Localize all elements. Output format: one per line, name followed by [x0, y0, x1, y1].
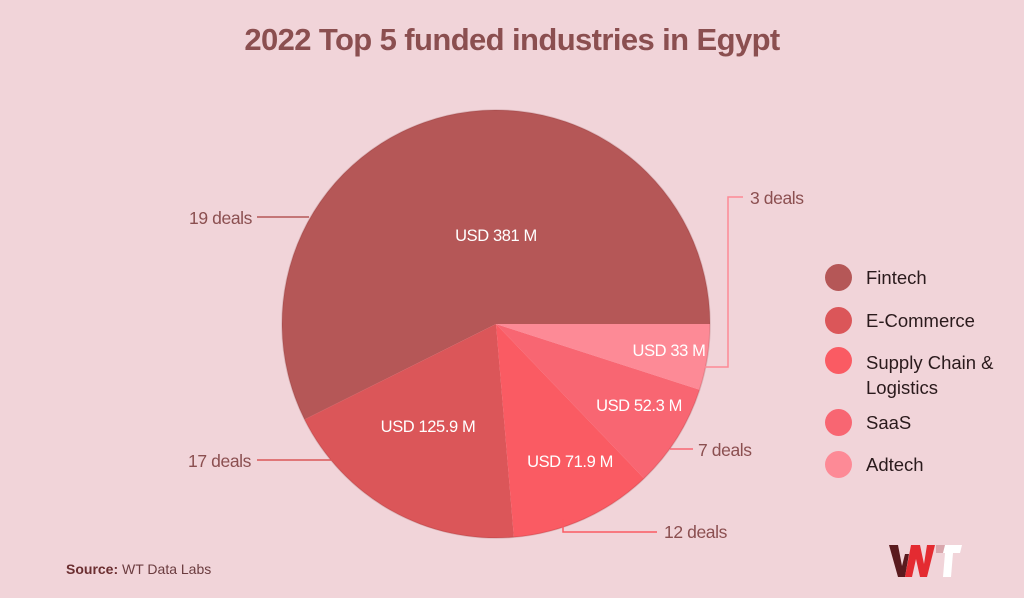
- deals-label-saas: 7 deals: [698, 440, 752, 460]
- legend-dot-icon: [825, 451, 852, 478]
- slice-value-ecommerce: USD 125.9 M: [381, 418, 476, 436]
- deals-label-ecommerce: 17 deals: [188, 451, 252, 471]
- legend-label: Fintech: [866, 267, 927, 288]
- pie-outline: [281, 109, 711, 539]
- slice-value-adtech: USD 33 M: [633, 342, 706, 360]
- pie-slice-adtech[interactable]: [496, 324, 710, 390]
- legend-dot-icon: [825, 307, 852, 334]
- source-value: WT Data Labs: [122, 561, 212, 577]
- deals-label-adtech: 3 deals: [750, 188, 804, 208]
- wt-logo-icon: [889, 545, 962, 577]
- legend-label: Adtech: [866, 454, 924, 475]
- pie-slice-fintech[interactable]: [282, 109, 710, 420]
- leader-line-supply-chain: [562, 519, 657, 533]
- legend-label: Supply Chain & Logistics: [866, 352, 994, 398]
- deals-label-supply-chain: 12 deals: [664, 522, 728, 542]
- chart-title: 2022 Top 5 funded industries in Egypt: [244, 22, 780, 57]
- legend-dot-icon: [825, 409, 852, 436]
- pie-slice-ecommerce[interactable]: [304, 324, 514, 539]
- slice-value-saas: USD 52.3 M: [596, 397, 682, 415]
- legend-label: SaaS: [866, 412, 912, 433]
- pie-slice-saas[interactable]: [496, 324, 700, 479]
- legend-label: E-Commerce: [866, 310, 975, 331]
- slice-value-fintech: USD 381 M: [455, 227, 537, 245]
- pie-slice-supply-chain[interactable]: [496, 324, 645, 538]
- deals-label-fintech: 19 deals: [189, 208, 253, 228]
- source-note: Source: WT Data Labs: [66, 561, 211, 577]
- legend-dot-icon: [825, 264, 852, 291]
- leader-line-adtech: [705, 196, 743, 368]
- source-label: Source:: [66, 561, 119, 577]
- slice-value-supply-chain: USD 71.9 M: [527, 453, 613, 471]
- legend-dot-icon: [825, 347, 852, 374]
